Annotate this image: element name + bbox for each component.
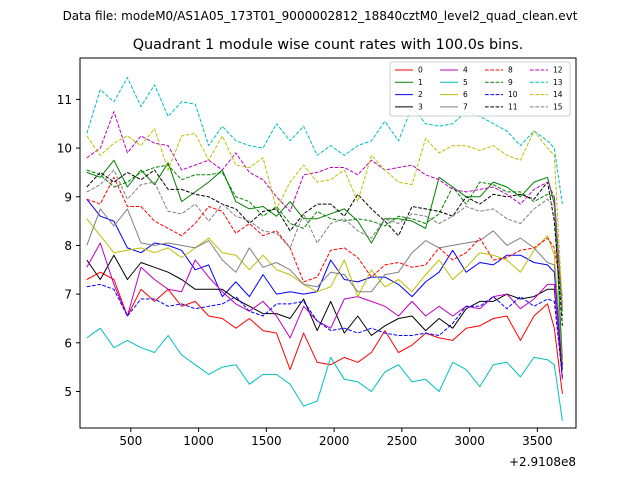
legend-label-15: 15 (553, 102, 563, 111)
series-line-11 (86, 169, 563, 326)
series-line-10 (86, 283, 563, 377)
legend-label-11: 11 (508, 102, 518, 111)
chart-suptitle: Data file: modeM0/AS1A05_173T01_90000028… (63, 9, 578, 23)
legend-label-2: 2 (418, 90, 423, 99)
y-tick-label: 7 (64, 288, 72, 302)
x-tick-label: 1000 (183, 434, 214, 448)
legend-label-7: 7 (463, 102, 468, 111)
legend-label-1: 1 (418, 78, 423, 87)
legend-label-10: 10 (508, 90, 518, 99)
legend-label-8: 8 (508, 66, 513, 75)
y-tick-label: 6 (64, 336, 72, 350)
legend-label-6: 6 (463, 90, 468, 99)
series-line-1 (86, 159, 563, 360)
series-line-5 (86, 327, 563, 421)
y-tick-label: 5 (64, 385, 72, 399)
x-axis: 500 1000 1500 2000 2500 3000 3500 (119, 428, 553, 448)
legend-label-3: 3 (418, 102, 423, 111)
series-line-7 (86, 208, 563, 358)
legend-label-14: 14 (553, 90, 563, 99)
series-line-8 (86, 176, 563, 297)
x-tick-label: 3500 (522, 434, 553, 448)
legend-label-5: 5 (463, 78, 468, 87)
legend-label-13: 13 (553, 78, 563, 87)
x-tick-label: 500 (119, 434, 142, 448)
series-line-6 (86, 218, 563, 363)
x-tick-label: 3000 (454, 434, 485, 448)
x-tick-label: 2000 (319, 434, 350, 448)
y-tick-label: 9 (64, 190, 72, 204)
legend-label-12: 12 (553, 66, 563, 75)
legend-label-0: 0 (418, 66, 423, 75)
y-tick-label: 10 (57, 142, 72, 156)
series-line-15 (86, 169, 563, 312)
y-tick-label: 8 (64, 239, 72, 253)
plot-frame (79, 57, 577, 429)
series-line-13 (86, 77, 563, 205)
series-line-9 (86, 164, 563, 317)
series-line-12 (86, 111, 563, 307)
x-tick-label: 2500 (387, 434, 418, 448)
chart-title: Quadrant 1 module wise count rates with … (133, 37, 524, 53)
series-line-4 (86, 242, 563, 380)
series-line-3 (86, 254, 563, 370)
series-layer (86, 77, 563, 421)
legend-label-9: 9 (508, 78, 513, 87)
series-line-14 (86, 128, 563, 307)
legend-box (389, 61, 571, 117)
series-line-2 (86, 198, 563, 365)
x-tick-label: 1500 (251, 434, 282, 448)
x-offset-label: +2.9108e8 (509, 455, 576, 469)
legend-label-4: 4 (463, 66, 468, 75)
y-axis: 5 6 7 8 9 10 11 (57, 93, 80, 399)
y-tick-label: 11 (57, 93, 72, 107)
